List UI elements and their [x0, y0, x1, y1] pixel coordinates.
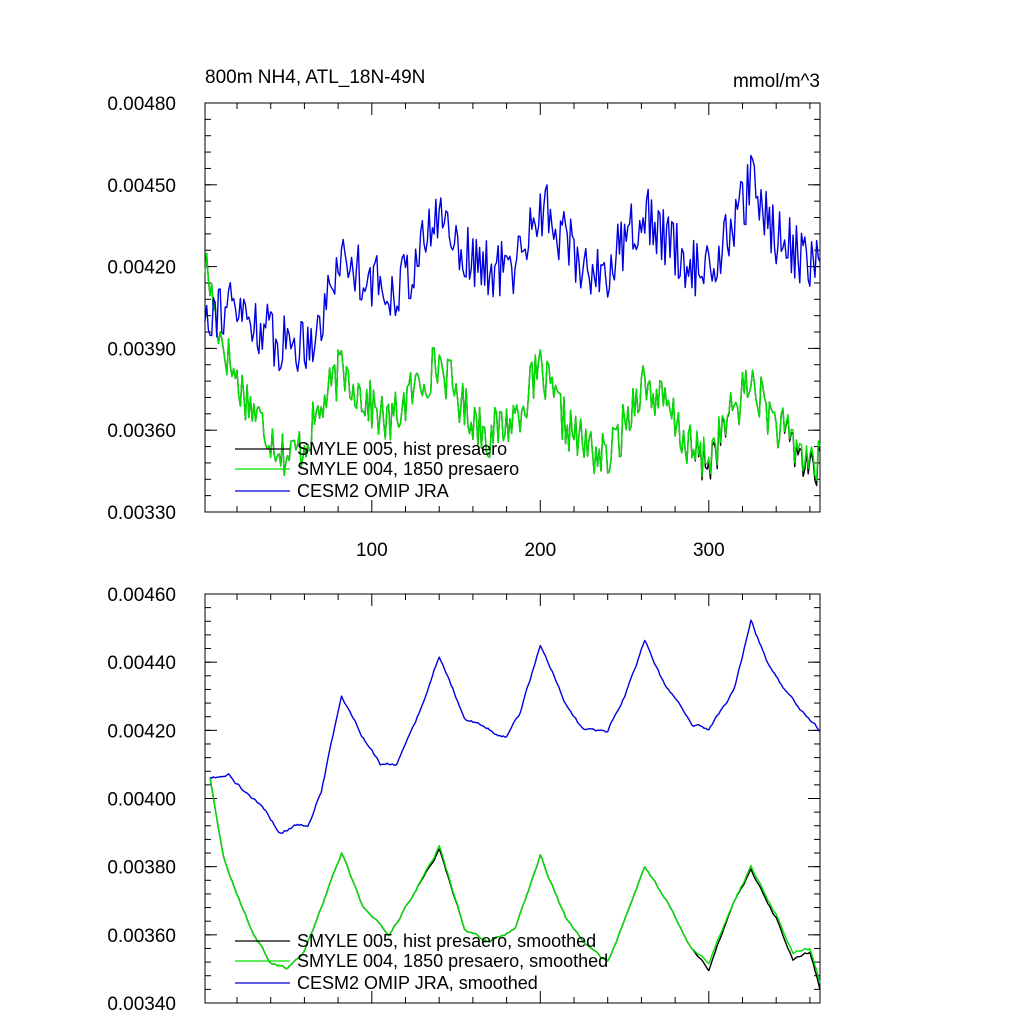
y-tick-label: 0.00330 — [107, 503, 176, 524]
x-tick-label: 300 — [693, 540, 725, 561]
y-tick-label: 0.00360 — [107, 926, 176, 947]
bottom-panel: 0.00460 0.00440 0.00420 0.00400 0.00380 0.003… — [107, 585, 821, 1015]
x-tick-label: 200 — [524, 540, 556, 561]
series-line-smyle004 — [204, 252, 821, 481]
top-panel: 800m NH4, ATL_18N-49N mmol/m^3 0.004800.… — [107, 67, 821, 561]
bottom-y-tick-labels: 0.00460 0.00440 0.00420 0.00400 0.00380 0.003… — [107, 585, 176, 1015]
top-chart-units: mmol/m^3 — [733, 71, 820, 92]
series-line-omips — [209, 619, 821, 834]
legend-label-smyle004: SMYLE 004, 1850 presaero — [297, 459, 519, 479]
y-tick-label: 0.00460 — [107, 585, 176, 606]
legend-label-smyle005: SMYLE 005, hist presaero — [297, 439, 507, 459]
series-line-omip — [204, 154, 821, 372]
y-tick-label: 0.00360 — [107, 421, 176, 442]
bottom-series — [209, 619, 821, 991]
series-line-smyle004s — [209, 777, 821, 984]
legend-label-smyle005-smoothed: SMYLE 005, hist presaero, smoothed — [297, 931, 596, 951]
top-legend: SMYLE 005, hist presaero SMYLE 004, 1850… — [235, 439, 519, 501]
top-chart-title: 800m NH4, ATL_18N-49N — [205, 67, 425, 88]
bottom-legend: SMYLE 005, hist presaero, smoothed SMYLE… — [235, 931, 608, 993]
top-plot-frame — [204, 102, 821, 513]
y-tick-label: 0.00440 — [107, 653, 176, 674]
y-tick-label: 0.00390 — [107, 339, 176, 360]
y-tick-label: 0.00400 — [107, 790, 176, 811]
y-tick-label: 0.00450 — [107, 176, 176, 197]
y-tick-label: 0.00420 — [107, 721, 176, 742]
y-tick-label: 0.00420 — [107, 258, 176, 279]
x-tick-label: 100 — [356, 540, 388, 561]
legend-label-omip-smoothed: CESM2 OMIP JRA, smoothed — [297, 973, 538, 993]
top-y-tick-labels: 0.00480 0.00450 0.00420 0.00390 0.00360 0.003… — [107, 94, 176, 524]
y-tick-label: 0.00380 — [107, 858, 176, 879]
y-tick-label: 0.00480 — [107, 94, 176, 115]
top-series — [204, 154, 821, 487]
legend-label-smyle004-smoothed: SMYLE 004, 1850 presaero, smoothed — [297, 951, 608, 971]
y-tick-label: 0.00340 — [107, 994, 176, 1015]
top-x-tick-labels: 100 200 300 — [356, 540, 725, 561]
bottom-ticks — [205, 593, 820, 1004]
legend-label-omip: CESM2 OMIP JRA — [297, 481, 449, 501]
